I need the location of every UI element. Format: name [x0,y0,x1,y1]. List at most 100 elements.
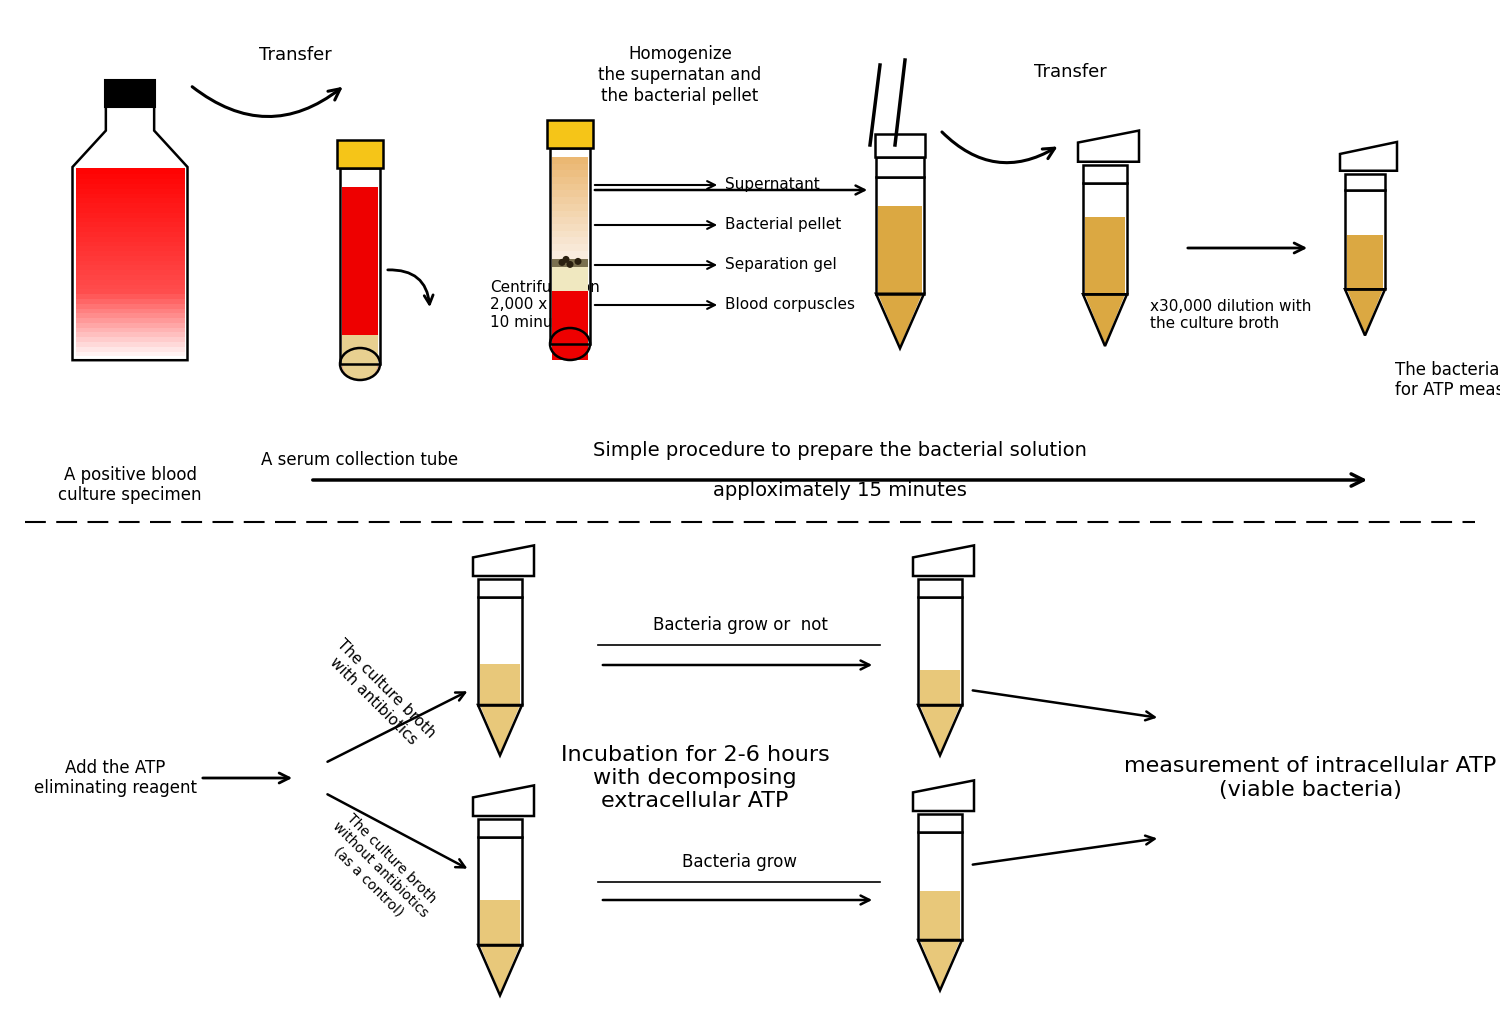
Bar [552,237,588,245]
Ellipse shape [342,348,378,380]
Bar [552,210,588,218]
Bar [1347,235,1383,289]
Bar [75,211,184,217]
Bar [552,156,588,165]
Bar [75,187,184,194]
Bar [75,230,184,237]
Bar [75,288,184,294]
Bar [1083,165,1126,183]
Bar [75,197,184,203]
Bar [552,224,588,232]
Polygon shape [1078,130,1138,161]
Bar [874,134,926,157]
Bar [342,335,378,364]
Bar [75,215,184,223]
Bar [75,254,184,261]
Bar [75,249,184,256]
Bar [75,177,184,184]
Text: The culture broth
with antibiotics: The culture broth with antibiotics [321,637,438,753]
Bar [75,273,184,279]
Bar [552,244,588,252]
Bar [75,312,184,318]
Text: Transfer: Transfer [1034,63,1107,81]
Bar [552,258,588,267]
Polygon shape [1340,142,1396,171]
Bar [552,177,588,184]
Bar [75,191,184,199]
Bar [75,201,184,208]
Bar [75,341,184,347]
Bar [75,239,184,246]
Bar [75,173,184,179]
Bar [876,157,924,177]
Bar [918,579,962,597]
Text: The bacterial solution
for ATP measurement: The bacterial solution for ATP measureme… [1395,360,1500,400]
Bar [75,268,184,275]
Bar [75,244,184,252]
Text: x30,000 dilution with
the culture broth: x30,000 dilution with the culture broth [1150,299,1311,331]
Bar [75,292,184,299]
Text: Bacteria grow or  not: Bacteria grow or not [652,616,828,634]
Bar [75,264,184,270]
Bar [552,190,588,198]
Bar [75,350,184,356]
Text: Supernatant: Supernatant [724,177,819,193]
Polygon shape [1347,289,1383,333]
Bar [878,206,922,294]
Polygon shape [1084,294,1125,344]
Polygon shape [472,786,534,816]
Polygon shape [920,940,960,988]
Bar [918,814,962,832]
Text: The culture broth
without antibiotics
(as a control): The culture broth without antibiotics (a… [318,808,442,932]
Bar [478,819,522,837]
Bar [920,891,960,940]
Text: Transfer: Transfer [258,46,332,64]
Bar [1084,216,1125,294]
Bar [75,345,184,352]
Bar [342,187,378,364]
Text: Separation gel: Separation gel [724,258,837,272]
Bar [75,297,184,303]
Circle shape [567,261,573,268]
Bar [75,206,184,213]
Bar [75,316,184,323]
Bar [75,326,184,332]
Text: Bacterial pellet: Bacterial pellet [724,217,842,233]
Circle shape [574,258,582,265]
Text: Homogenize
the supernatan and
the bacterial pellet: Homogenize the supernatan and the bacter… [598,46,762,105]
Bar [105,80,156,107]
Bar [75,220,184,227]
Text: Add the ATP
eliminating reagent: Add the ATP eliminating reagent [33,759,197,797]
Text: Simple procedure to prepare the bacterial solution: Simple procedure to prepare the bacteria… [592,441,1088,460]
Bar [552,164,588,171]
Bar [75,283,184,290]
Bar [1346,174,1384,190]
Polygon shape [472,545,534,576]
Bar [552,183,588,191]
Bar [75,302,184,308]
Text: measurement of intracellular ATP
(viable bacteria): measurement of intracellular ATP (viable… [1124,757,1496,800]
Bar [552,197,588,205]
Bar [552,217,588,225]
Text: Incubation for 2-6 hours
with decomposing
extracellular ATP: Incubation for 2-6 hours with decomposin… [561,745,830,811]
Bar [75,306,184,314]
Polygon shape [914,780,974,811]
Text: Blood corpuscles: Blood corpuscles [724,297,855,313]
Polygon shape [914,545,974,576]
Bar [75,182,184,188]
Bar [75,354,184,361]
Bar [480,899,520,945]
Bar [480,664,520,705]
Bar [552,204,588,211]
Text: apploximately 15 minutes: apploximately 15 minutes [712,480,968,500]
Text: Bacteria grow: Bacteria grow [682,853,798,871]
Text: A positive blood
culture specimen: A positive blood culture specimen [58,466,201,504]
Bar [552,231,588,238]
Circle shape [562,256,570,263]
Bar [75,321,184,328]
Bar [75,277,184,285]
Polygon shape [480,945,520,994]
Ellipse shape [552,328,588,360]
Bar [75,259,184,265]
Bar [920,671,960,705]
